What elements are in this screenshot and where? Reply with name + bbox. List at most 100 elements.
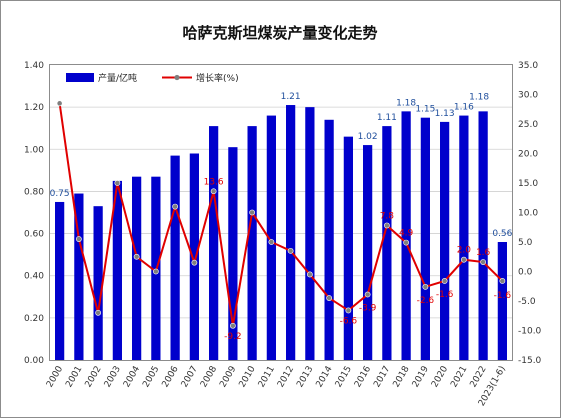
left-tick-label: 0.00 [24, 356, 44, 366]
growth-data-label: 1.6 [476, 248, 491, 258]
right-tick-label: 20.0 [518, 150, 538, 160]
bar-data-label: 1.02 [358, 132, 378, 142]
growth-data-label: -6.6 [340, 316, 358, 326]
growth-point [345, 307, 352, 314]
bar [363, 145, 373, 360]
bar [93, 206, 103, 360]
growth-data-label: 2.0 [457, 246, 472, 256]
growth-point [306, 271, 313, 278]
left-tick-label: 0.40 [24, 272, 44, 282]
right-tick-label: 30.0 [518, 91, 538, 101]
bar [266, 115, 276, 360]
right-tick-label: 0.0 [518, 268, 533, 278]
growth-data-label: 4.9 [399, 229, 414, 239]
bar [74, 193, 84, 360]
bar [440, 121, 450, 361]
growth-point [229, 322, 236, 329]
right-tick-label: 5.0 [518, 238, 533, 248]
growth-data-label: 7.8 [380, 211, 395, 221]
growth-point [114, 180, 121, 186]
growth-point [152, 268, 159, 275]
bar [55, 201, 65, 360]
growth-point [422, 283, 429, 290]
line-data-labels: 13.6-9.2-6.6-3.97.84.9-2.6-1.62.0 1.6-1.6 [204, 177, 512, 342]
bar [286, 105, 296, 361]
bar [497, 242, 507, 360]
growth-point [268, 239, 275, 245]
left-tick-label: 1.40 [24, 61, 44, 71]
growth-point [460, 256, 467, 263]
right-tick-label: 15.0 [518, 179, 538, 189]
growth-point [326, 295, 333, 301]
left-tick-label: 1.00 [24, 145, 44, 155]
growth-data-label: -1.6 [494, 291, 512, 301]
bar [401, 111, 411, 360]
growth-point [364, 291, 371, 298]
left-tick-label: 0.20 [24, 314, 44, 324]
legend-bar-swatch [66, 73, 94, 82]
right-tick-label: -5.0 [518, 297, 536, 307]
bar [459, 115, 469, 360]
bar [189, 153, 199, 360]
legend-line-label: 增长率(%) [196, 72, 239, 84]
left-axis: 0.00 0.20 0.40 0.60 0.80 1.00 1.20 1.40 [24, 61, 44, 366]
bar-data-label: 0.75 [50, 189, 70, 199]
legend: 产量/亿吨 增长率(%) [66, 72, 239, 84]
left-tick-label: 0.80 [24, 187, 44, 197]
growth-point [287, 247, 294, 254]
growth-point [249, 209, 256, 216]
bar-data-label: 1.16 [454, 103, 474, 113]
bar [132, 176, 142, 360]
growth-point [403, 239, 410, 246]
bar [478, 111, 488, 360]
bar-data-label: 0.56 [492, 229, 512, 239]
growth-data-label: -9.2 [224, 332, 242, 342]
left-tick-label: 1.20 [24, 103, 44, 113]
bar-data-label: 1.15 [415, 105, 435, 115]
plot-area [49, 64, 513, 361]
growth-point [441, 278, 448, 284]
line-series [56, 100, 506, 329]
growth-line [58, 103, 504, 326]
bar-data-label: 1.11 [377, 113, 397, 123]
growth-point [133, 253, 140, 260]
bar-data-label: 1.13 [435, 109, 455, 119]
legend-bar-label: 产量/亿吨 [98, 72, 137, 84]
bar [420, 117, 430, 360]
growth-point [95, 309, 102, 316]
legend-line-marker [174, 74, 180, 81]
bar [247, 126, 257, 360]
gridlines [50, 106, 512, 319]
growth-data-label: -2.6 [417, 296, 435, 306]
bar [112, 180, 122, 360]
bar-data-label: 1.21 [281, 92, 301, 102]
growth-point [56, 100, 63, 107]
bar-data-label: 1.18 [396, 98, 416, 108]
right-tick-label: -10.0 [518, 327, 542, 337]
growth-point [499, 278, 506, 284]
growth-point [191, 259, 198, 266]
bar-data-label: 1.18 [469, 92, 489, 102]
right-axis: -15.0 -10.0 -5.0 0.0 5.0 10.0 15.0 20.0 25.0 30.0… [518, 61, 542, 366]
bar [324, 119, 334, 361]
bar-data-labels: 0.751.211.021.111.181.15 1.131.161.180.56 [50, 92, 513, 239]
bar [343, 136, 353, 360]
right-tick-label: 25.0 [518, 120, 538, 130]
chart-title: 哈萨克斯坦煤炭产量变化走势 [182, 24, 377, 42]
right-tick-label: 35.0 [518, 61, 538, 71]
right-tick-label: 10.0 [518, 209, 538, 219]
growth-point [480, 259, 487, 265]
right-tick-label: -15.0 [518, 356, 542, 366]
bar [209, 126, 219, 360]
growth-point [172, 203, 179, 210]
bar [170, 155, 180, 360]
growth-point [210, 188, 217, 195]
growth-point [75, 236, 82, 242]
bar [382, 126, 392, 360]
growth-point [383, 222, 390, 229]
growth-data-label: -3.9 [359, 304, 377, 314]
growth-data-label: 13.6 [204, 177, 224, 187]
growth-data-label: -1.6 [436, 290, 454, 300]
bar [305, 107, 315, 361]
